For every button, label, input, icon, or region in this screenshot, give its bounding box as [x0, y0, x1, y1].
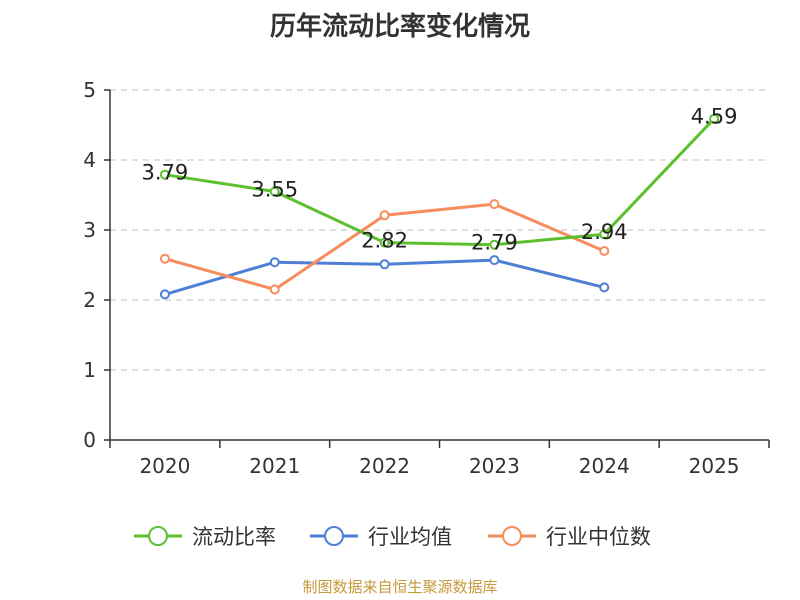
- data-label: 2.94: [581, 220, 628, 244]
- data-point: [489, 199, 500, 210]
- data-point: [379, 210, 390, 221]
- x-tick-label: 2025: [689, 454, 740, 478]
- x-tick-label: 2022: [359, 454, 410, 478]
- data-point: [379, 237, 390, 248]
- data-label: 2.82: [361, 229, 408, 253]
- y-axis-ticks: 0 1 2 3 4 5: [83, 78, 110, 452]
- data-point: [269, 284, 280, 295]
- legend[interactable]: 流动比率 行业均值 行业中位数: [134, 525, 651, 549]
- legend-item[interactable]: 流动比率: [134, 525, 276, 549]
- data-point: [159, 289, 170, 300]
- y-tick-label: 1: [83, 358, 96, 382]
- legend-item[interactable]: 行业中位数: [488, 525, 651, 549]
- data-point: [489, 239, 500, 250]
- series-layer: [159, 113, 720, 300]
- data-point: [269, 186, 280, 197]
- data-point: [709, 113, 720, 124]
- grid-lines: [110, 89, 769, 371]
- axes: [109, 90, 769, 441]
- series-line: [164, 117, 716, 247]
- legend-item[interactable]: 行业均值: [310, 525, 452, 549]
- x-tick-label: 2020: [139, 454, 190, 478]
- y-tick-label: 4: [83, 148, 96, 172]
- x-tick-label: 2021: [249, 454, 300, 478]
- data-label: 3.79: [142, 161, 189, 185]
- data-point: [379, 259, 390, 270]
- data-point: [159, 253, 170, 264]
- data-point: [489, 255, 500, 266]
- legend-label: 流动比率: [192, 525, 276, 549]
- legend-marker: [502, 526, 522, 546]
- chart-title: 历年流动比率变化情况: [269, 12, 530, 42]
- data-label: 4.59: [691, 105, 738, 129]
- y-tick-label: 0: [83, 428, 96, 452]
- data-label: 2.79: [471, 231, 518, 255]
- y-tick-label: 3: [83, 218, 96, 242]
- x-axis-ticks: 2020 2021 2022 2023 2024 2025: [109, 440, 770, 478]
- data-source-note: 制图数据来自恒生聚源数据库: [302, 578, 498, 596]
- legend-marker: [148, 526, 168, 546]
- legend-label: 行业均值: [368, 525, 452, 549]
- data-point: [269, 257, 280, 268]
- y-tick-label: 2: [83, 288, 96, 312]
- data-point: [159, 169, 170, 180]
- data-labels: 3.79 3.55 2.82 2.79 2.94 4.59: [142, 105, 738, 255]
- legend-marker: [324, 526, 344, 546]
- data-label: 3.55: [251, 178, 298, 202]
- data-point: [599, 229, 610, 240]
- data-point: [599, 282, 610, 293]
- y-tick-label: 5: [83, 78, 96, 102]
- x-tick-label: 2024: [579, 454, 630, 478]
- data-point: [599, 246, 610, 256]
- legend-label: 行业中位数: [546, 525, 651, 549]
- x-tick-label: 2023: [469, 454, 520, 478]
